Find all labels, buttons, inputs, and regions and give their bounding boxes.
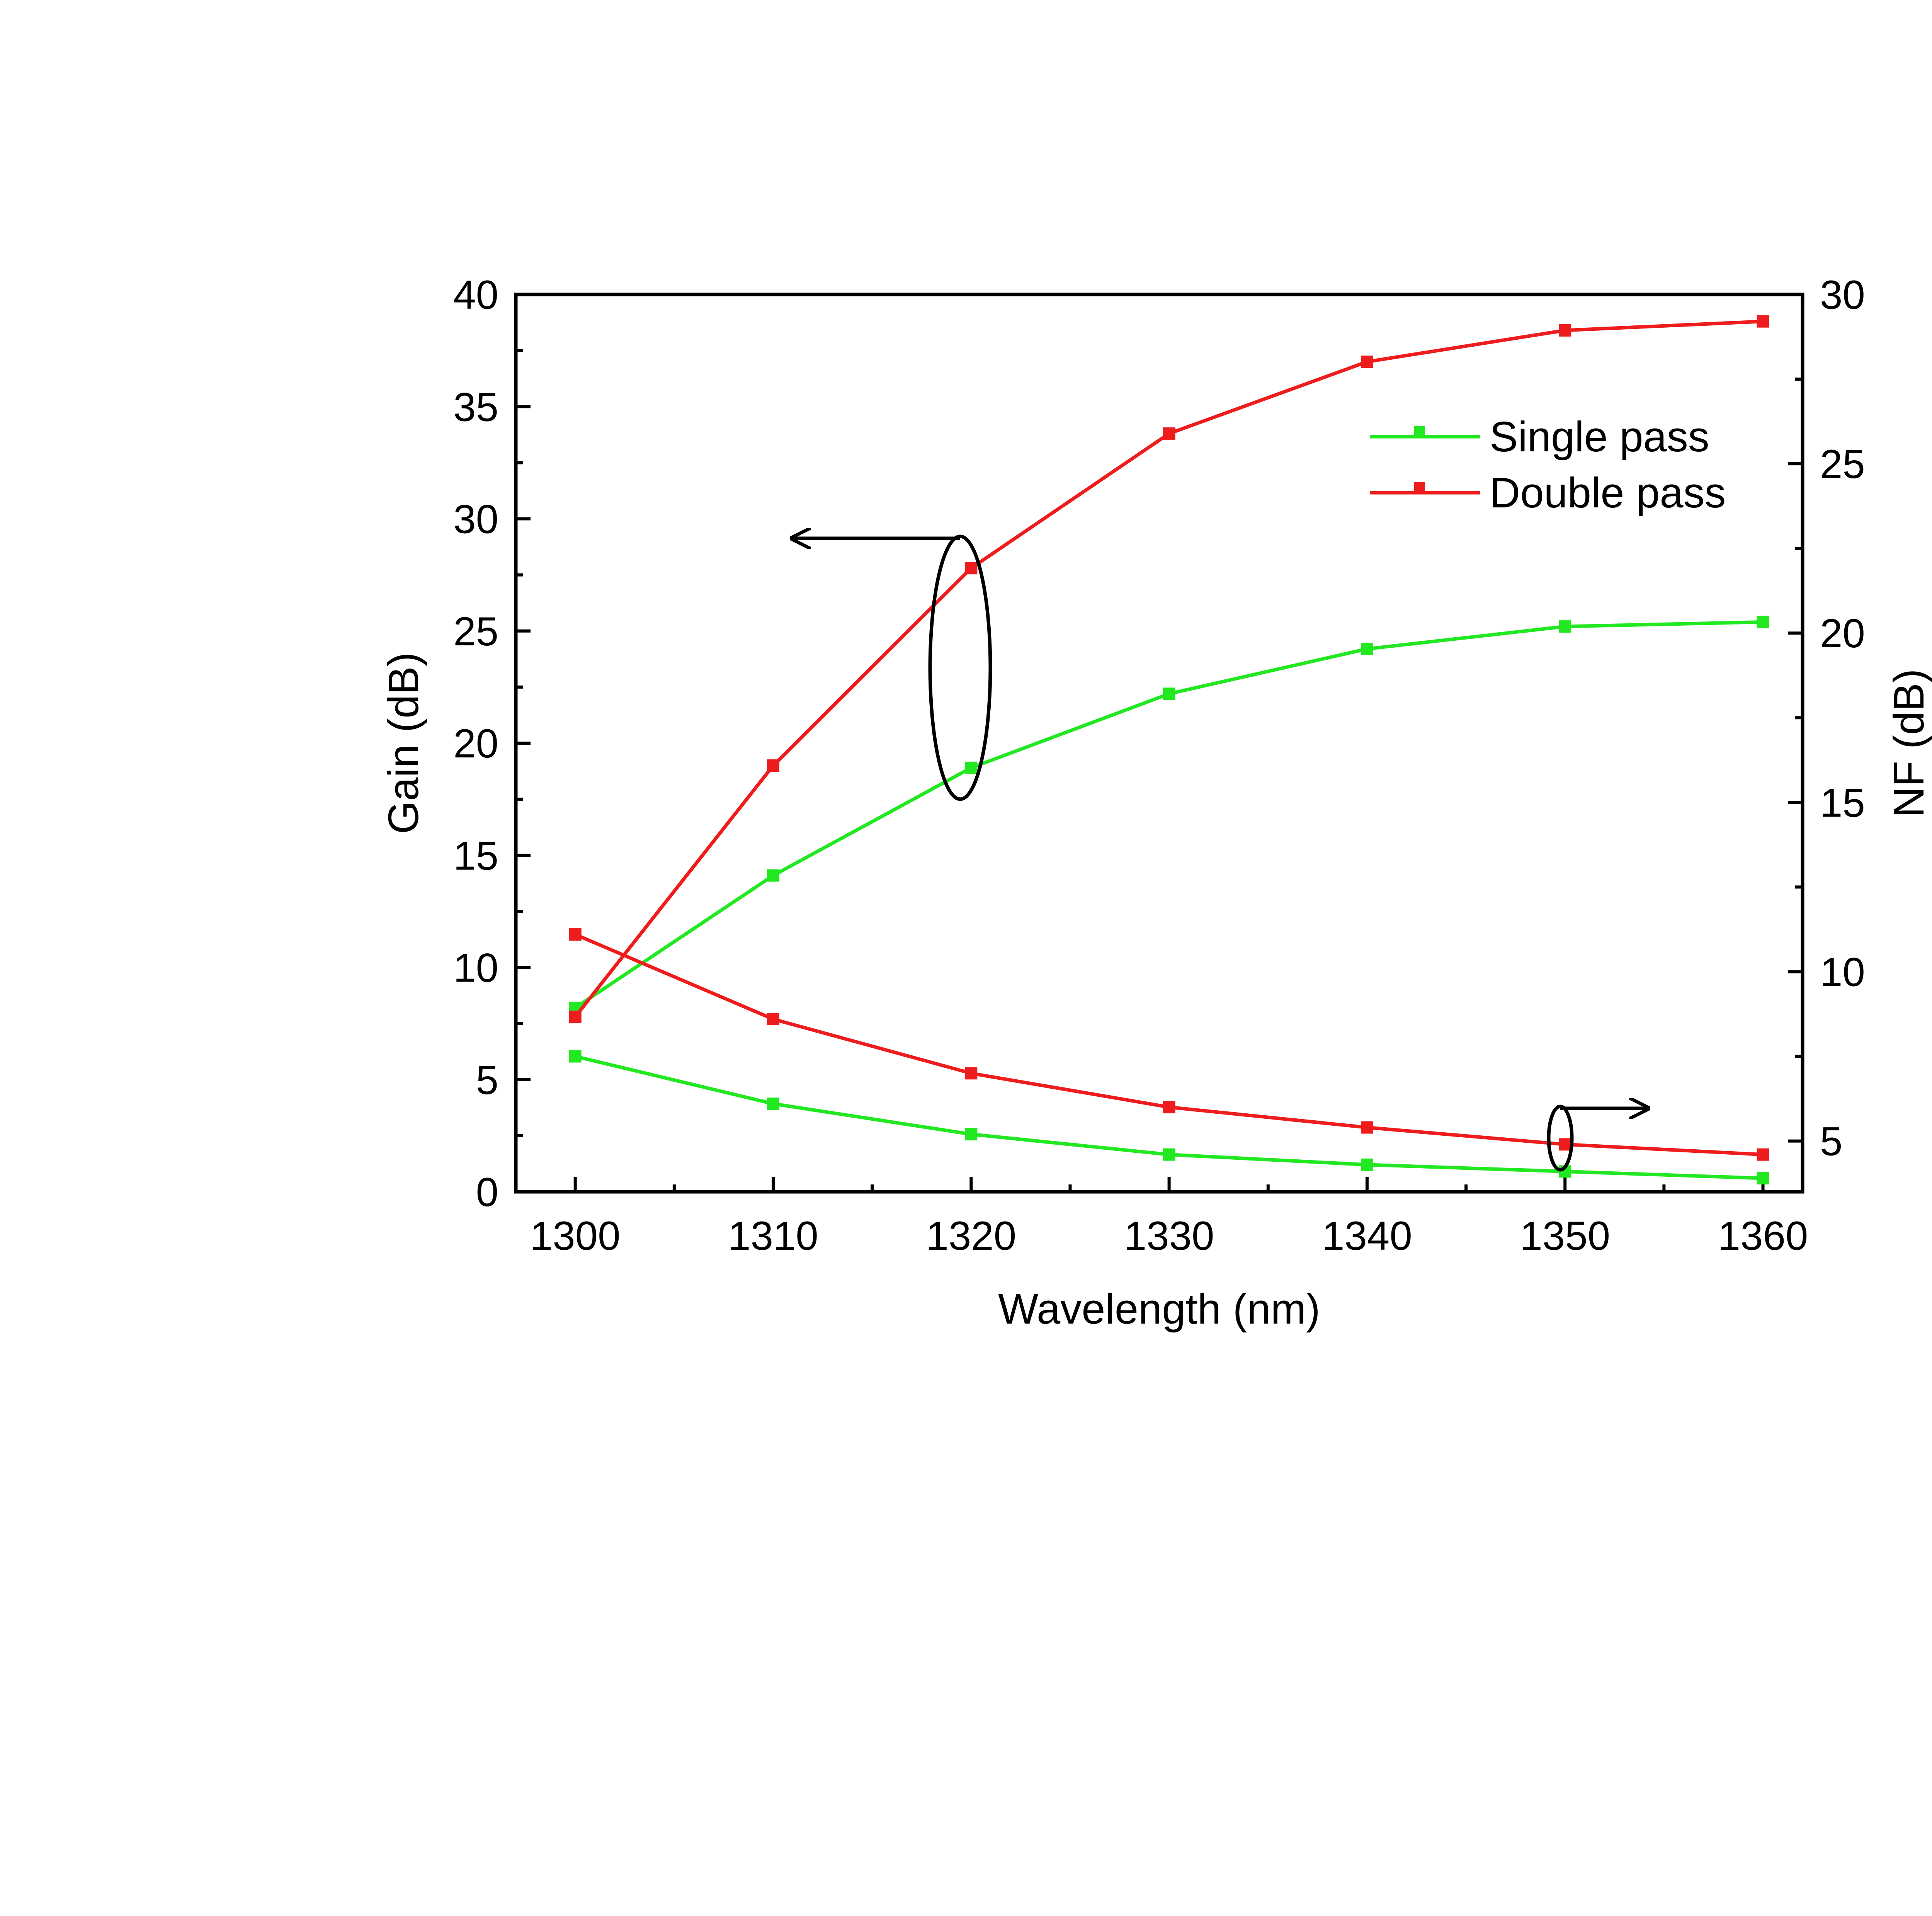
double-pass-nf-point [1163, 1101, 1175, 1113]
x-tick-label: 1320 [926, 1213, 1017, 1259]
double-pass-nf-point [1361, 1121, 1373, 1134]
nf-annotation-ellipse [1547, 1104, 1574, 1172]
double-pass-gain-point [569, 1011, 582, 1023]
double-pass-gain-point [1559, 324, 1571, 337]
nf-annotation [1547, 1104, 1648, 1172]
single-pass-gain-point [1163, 687, 1175, 700]
right-y-tick-label: 30 [1820, 272, 1865, 318]
x-tick-label: 1330 [1124, 1213, 1214, 1259]
left-y-tick-label: 10 [453, 946, 498, 991]
single-pass-gain-point [1361, 643, 1373, 655]
double-pass-gain-point [1757, 315, 1769, 328]
right-y-tick-label: 25 [1820, 442, 1865, 487]
left-y-tick-label: 0 [476, 1170, 498, 1215]
series-layer [569, 315, 1769, 1184]
left-y-tick-label: 35 [453, 385, 498, 430]
right-y-tick-label: 20 [1820, 611, 1865, 656]
right-y-tick-label: 15 [1820, 780, 1865, 825]
left-y-tick-label: 40 [453, 272, 498, 318]
legend-single-pass-label: Single pass [1490, 413, 1709, 461]
single-pass-gain-line [574, 620, 1763, 1009]
double-pass-gain-point [1163, 427, 1175, 440]
gain-annotation [792, 534, 992, 801]
double-pass-gain-point [965, 562, 978, 575]
double-pass-gain-point [767, 759, 779, 772]
single-pass-gain-point [767, 869, 779, 882]
double-pass-nf-point [569, 928, 582, 941]
double-pass-nf-point [767, 1013, 779, 1026]
x-tick-label: 1360 [1718, 1213, 1808, 1259]
x-axis-ticks: 1300 1310 1320 1330 1340 1350 1360 [530, 1177, 1808, 1259]
single-pass-nf-point [1163, 1148, 1175, 1161]
x-tick-label: 1350 [1520, 1213, 1610, 1259]
legend-double-pass-marker [1414, 482, 1425, 493]
single-pass-nf-point [1757, 1172, 1769, 1184]
single-pass-gain-point [1757, 616, 1769, 628]
x-axis-title: Wavelength (nm) [998, 1285, 1320, 1333]
single-pass-nf-point [767, 1098, 779, 1110]
right-y-axis-title: NF (dB) [1885, 669, 1932, 818]
left-y-tick-label: 5 [476, 1058, 498, 1103]
legend-double-pass-label: Double pass [1490, 469, 1726, 517]
double-pass-nf-line [574, 932, 1763, 1157]
left-y-tick-label: 25 [453, 609, 498, 654]
double-pass-nf-point [1559, 1138, 1571, 1151]
single-pass-nf-point [569, 1050, 582, 1063]
double-pass-nf-point [965, 1067, 978, 1080]
single-pass-nf-point [965, 1128, 978, 1141]
left-y-tick-label: 20 [453, 721, 498, 766]
right-y-tick-label: 10 [1820, 949, 1865, 995]
left-y-axis-title: Gain (dB) [380, 652, 427, 834]
x-tick-label: 1340 [1322, 1213, 1412, 1259]
single-pass-gain-point [965, 761, 978, 774]
left-y-tick-label: 15 [453, 833, 498, 878]
double-pass-nf-point [1757, 1148, 1769, 1161]
x-tick-label: 1300 [530, 1213, 621, 1259]
x-tick-label: 1310 [728, 1213, 818, 1259]
left-y-tick-label: 30 [453, 497, 498, 542]
single-pass-nf-point [1361, 1158, 1373, 1171]
right-y-axis-ticks: 5 10 15 20 25 30 [1788, 272, 1865, 1164]
single-pass-gain-point [1559, 620, 1571, 633]
double-pass-gain-point [1361, 356, 1373, 368]
gain-annotation-ellipse [928, 534, 992, 801]
legend: Single pass Double pass [1370, 413, 1726, 517]
right-y-tick-label: 5 [1820, 1119, 1842, 1164]
legend-single-pass-marker [1414, 426, 1425, 437]
left-y-axis-ticks: 0 5 10 15 20 25 30 35 40 [453, 272, 531, 1215]
